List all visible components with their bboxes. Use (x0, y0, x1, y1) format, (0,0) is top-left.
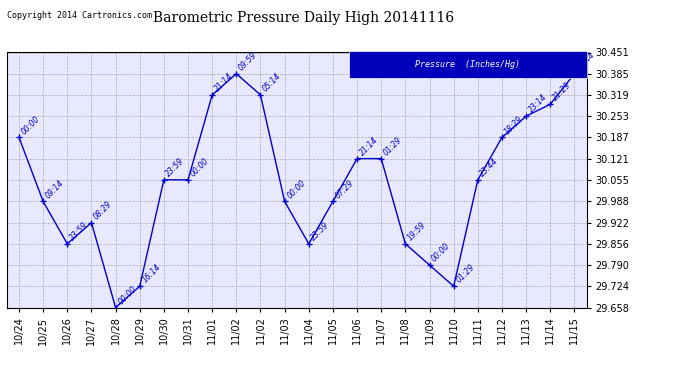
Text: 21:14: 21:14 (357, 135, 380, 157)
Text: 23:14: 23:14 (526, 93, 549, 115)
Text: 08:29: 08:29 (92, 199, 114, 221)
Text: 01:29: 01:29 (454, 263, 476, 285)
Text: 05:14: 05:14 (261, 72, 283, 94)
Text: 00:00: 00:00 (188, 156, 210, 178)
Text: 19:59: 19:59 (406, 220, 428, 243)
Text: 23:59: 23:59 (68, 220, 90, 243)
Text: 09:59: 09:59 (237, 50, 259, 72)
Text: 18:29: 18:29 (502, 114, 524, 136)
Text: 00:00: 00:00 (285, 178, 307, 200)
Text: 09:14: 09:14 (43, 178, 66, 200)
Text: Pressure  (Inches/Hg): Pressure (Inches/Hg) (415, 60, 520, 69)
Text: 07:44: 07:44 (575, 50, 597, 72)
FancyBboxPatch shape (349, 51, 586, 78)
Text: 07:29: 07:29 (333, 178, 355, 200)
Text: 23:59: 23:59 (164, 156, 186, 178)
Text: 23:59: 23:59 (309, 220, 331, 243)
Text: 21:14: 21:14 (213, 72, 235, 94)
Text: 23:44: 23:44 (478, 156, 500, 178)
Text: Barometric Pressure Daily High 20141116: Barometric Pressure Daily High 20141116 (153, 11, 454, 25)
Text: 21:29: 21:29 (551, 81, 573, 103)
Text: Copyright 2014 Cartronics.com: Copyright 2014 Cartronics.com (7, 11, 152, 20)
Text: 00:00: 00:00 (430, 242, 452, 264)
Text: 01:29: 01:29 (382, 135, 404, 157)
Text: 00:00: 00:00 (116, 284, 138, 306)
Text: 16:14: 16:14 (140, 263, 162, 285)
Text: 00:00: 00:00 (19, 114, 41, 136)
